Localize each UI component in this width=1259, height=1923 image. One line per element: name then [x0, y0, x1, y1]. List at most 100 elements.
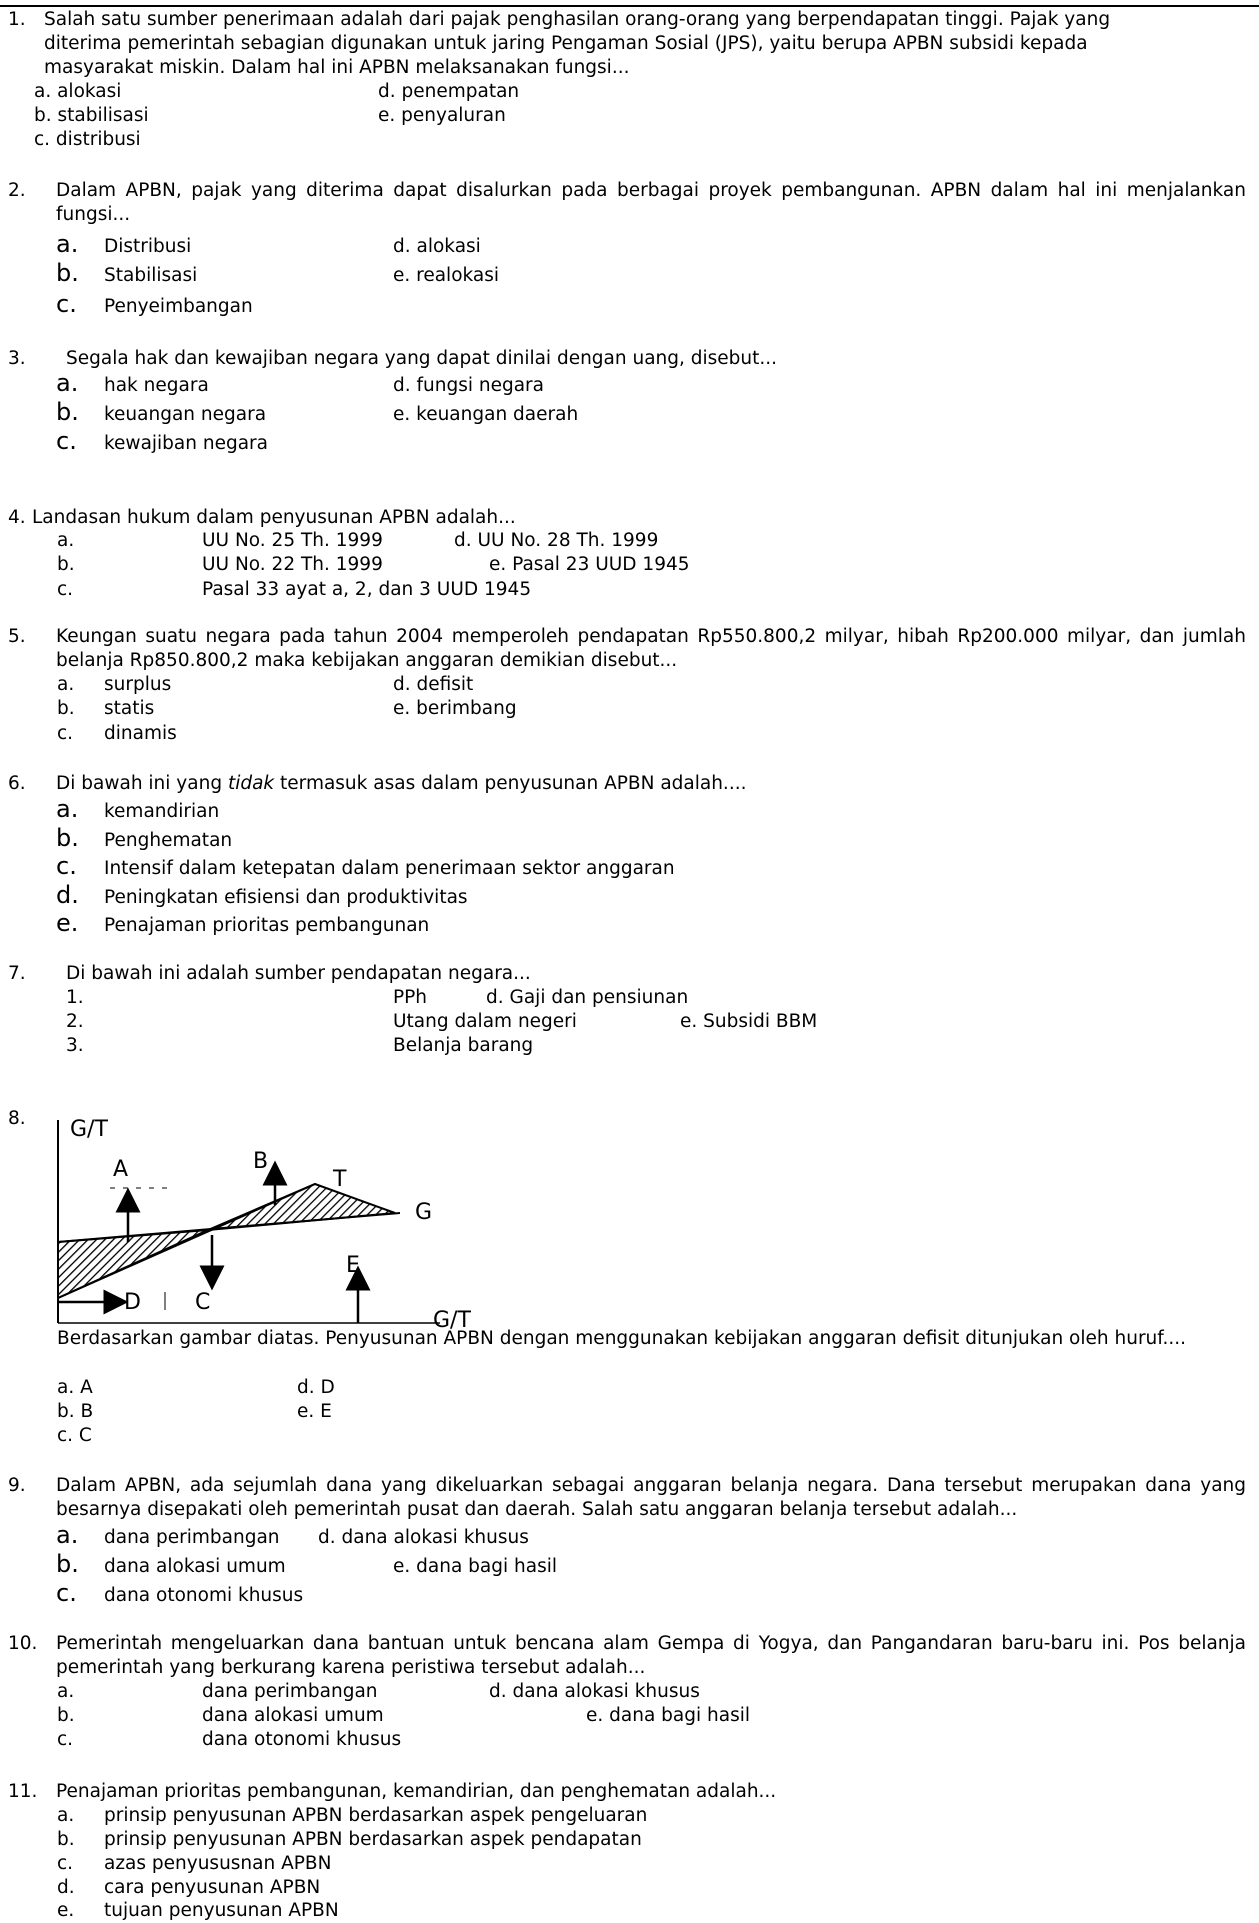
- option-d: d. penempatan: [378, 81, 520, 102]
- option-a: dana perimbangan: [104, 1527, 280, 1548]
- option-a-letter: a.: [56, 369, 79, 397]
- option-a: kemandirian: [104, 801, 220, 822]
- option-b-letter: b.: [57, 698, 75, 719]
- question-number: 5.: [8, 626, 26, 647]
- option-d: d. dana alokasi khusus: [489, 1681, 700, 1702]
- option-c-letter: c.: [56, 1579, 77, 1607]
- option-d: d. defisit: [393, 674, 474, 695]
- option-d: d. fungsi negara: [393, 375, 544, 396]
- option-d: d. Gaji dan pensiunan: [486, 987, 689, 1008]
- x-axis-label: G/T: [433, 1308, 471, 1333]
- option-3-number: 3.: [66, 1035, 84, 1056]
- option-2: Utang dalam negeri: [393, 1011, 577, 1032]
- option-b: dana alokasi umum: [104, 1556, 286, 1577]
- label-c: C: [195, 1290, 210, 1315]
- option-d: d. UU No. 28 Th. 1999: [454, 530, 659, 551]
- t-line: [57, 1183, 316, 1299]
- option-b: UU No. 22 Th. 1999: [202, 554, 383, 575]
- question-3-number: 3.: [8, 348, 26, 369]
- option-c-letter: c.: [57, 1729, 74, 1750]
- question-4-text: Landasan hukum dalam penyusunan APBN ada…: [32, 507, 516, 528]
- option-e: Penajaman prioritas pembangunan: [104, 915, 430, 936]
- option-b-letter: b.: [57, 1705, 75, 1726]
- option-e: e. E: [297, 1401, 332, 1422]
- option-b: Penghematan: [104, 830, 233, 851]
- question-7-text: Di bawah ini adalah sumber pendapatan ne…: [66, 963, 531, 984]
- question-text: Dalam APBN, ada sejumlah dana yang dikel…: [56, 1475, 1246, 1520]
- option-e: e. berimbang: [393, 698, 517, 719]
- option-c: dinamis: [104, 723, 177, 744]
- option-e: tujuan penyusunan APBN: [104, 1900, 339, 1921]
- option-c: dana otonomi khusus: [202, 1729, 402, 1750]
- option-d-letter: d.: [57, 1877, 75, 1898]
- option-c: Pasal 33 ayat a, 2, dan 3 UUD 1945: [202, 579, 532, 600]
- question-4-number: 4.: [8, 507, 26, 528]
- question-text: Salah satu sumber penerimaan adalah dari…: [44, 9, 1111, 78]
- option-b: statis: [104, 698, 155, 719]
- option-e-letter: e.: [57, 1900, 75, 1921]
- option-b-letter: b.: [57, 1829, 75, 1850]
- question-3-text: Segala hak dan kewajiban negara yang dap…: [66, 348, 778, 369]
- option-b-letter: b.: [56, 1550, 79, 1578]
- g-line: [57, 1212, 401, 1243]
- question-text: Pemerintah mengeluarkan dana bantuan unt…: [56, 1633, 1246, 1678]
- option-a: surplus: [104, 674, 172, 695]
- option-e: e. keuangan daerah: [393, 404, 579, 425]
- question-11-text: Penajaman prioritas pembangunan, kemandi…: [56, 1781, 777, 1802]
- option-c: Penyeimbangan: [104, 296, 253, 317]
- question-text-end: termasuk asas dalam penyusunan APBN adal…: [274, 773, 747, 794]
- option-c: dana otonomi khusus: [104, 1585, 304, 1606]
- question-number: 10.: [8, 1633, 38, 1654]
- option-c-letter: c.: [57, 1853, 74, 1874]
- option-c-letter: c.: [56, 290, 77, 318]
- option-d: d. D: [297, 1377, 335, 1398]
- question-number: 9.: [8, 1475, 26, 1496]
- option-2-number: 2.: [66, 1011, 84, 1032]
- question-text: Dalam APBN, pajak yang diterima dapat di…: [56, 180, 1246, 225]
- label-a: A: [113, 1157, 128, 1182]
- option-e: e. Pasal 23 UUD 1945: [489, 554, 690, 575]
- option-e: e. dana bagi hasil: [586, 1705, 750, 1726]
- option-a: a. alokasi: [34, 81, 122, 102]
- option-a-letter: a.: [57, 674, 75, 695]
- option-b-letter: b.: [57, 554, 75, 575]
- option-e: e. dana bagi hasil: [393, 1556, 557, 1577]
- y-axis-label: G/T: [70, 1117, 108, 1142]
- option-c-letter: c.: [56, 852, 77, 880]
- question-text: Berdasarkan gambar diatas. Penyusunan AP…: [57, 1328, 1186, 1349]
- option-a: prinsip penyusunan APBN berdasarkan aspe…: [104, 1805, 648, 1826]
- question-number: 2.: [8, 180, 26, 201]
- option-1-number: 1.: [66, 987, 84, 1008]
- option-c: kewajiban negara: [104, 433, 268, 454]
- option-a-letter: a.: [56, 230, 79, 258]
- question-7-number: 7.: [8, 963, 26, 984]
- option-c: Intensif dalam ketepatan dalam penerimaa…: [104, 858, 675, 879]
- option-b: b. stabilisasi: [34, 105, 149, 126]
- option-c: azas penyususnan APBN: [104, 1853, 332, 1874]
- option-b: b. B: [57, 1401, 94, 1422]
- option-b: keuangan negara: [104, 404, 267, 425]
- label-d: D: [124, 1290, 141, 1315]
- option-e: e. Subsidi BBM: [680, 1011, 818, 1032]
- option-d-letter: d.: [56, 881, 79, 909]
- option-c: c. C: [57, 1425, 92, 1446]
- option-a-letter: a.: [56, 795, 79, 823]
- option-a: Distribusi: [104, 236, 192, 257]
- budget-diagram: G/T A B T G E D C: [57, 1117, 440, 1324]
- option-a-letter: a.: [57, 530, 75, 551]
- label-b: B: [253, 1149, 268, 1174]
- option-d: d. dana alokasi khusus: [318, 1527, 529, 1548]
- label-g: G: [415, 1200, 432, 1225]
- question-text-emphasis: tidak: [227, 773, 275, 794]
- option-1: PPh: [393, 987, 428, 1008]
- question-11-number: 11.: [8, 1781, 38, 1802]
- option-b: dana alokasi umum: [202, 1705, 384, 1726]
- option-c-letter: c.: [57, 723, 74, 744]
- option-c-letter: c.: [57, 579, 74, 600]
- option-d: cara penyusunan APBN: [104, 1877, 321, 1898]
- option-a: dana perimbangan: [202, 1681, 378, 1702]
- question-text-start: Di bawah ini yang: [56, 773, 228, 794]
- option-e-letter: e.: [56, 909, 79, 937]
- option-b: prinsip penyusunan APBN berdasarkan aspe…: [104, 1829, 642, 1850]
- option-a: a. A: [57, 1377, 93, 1398]
